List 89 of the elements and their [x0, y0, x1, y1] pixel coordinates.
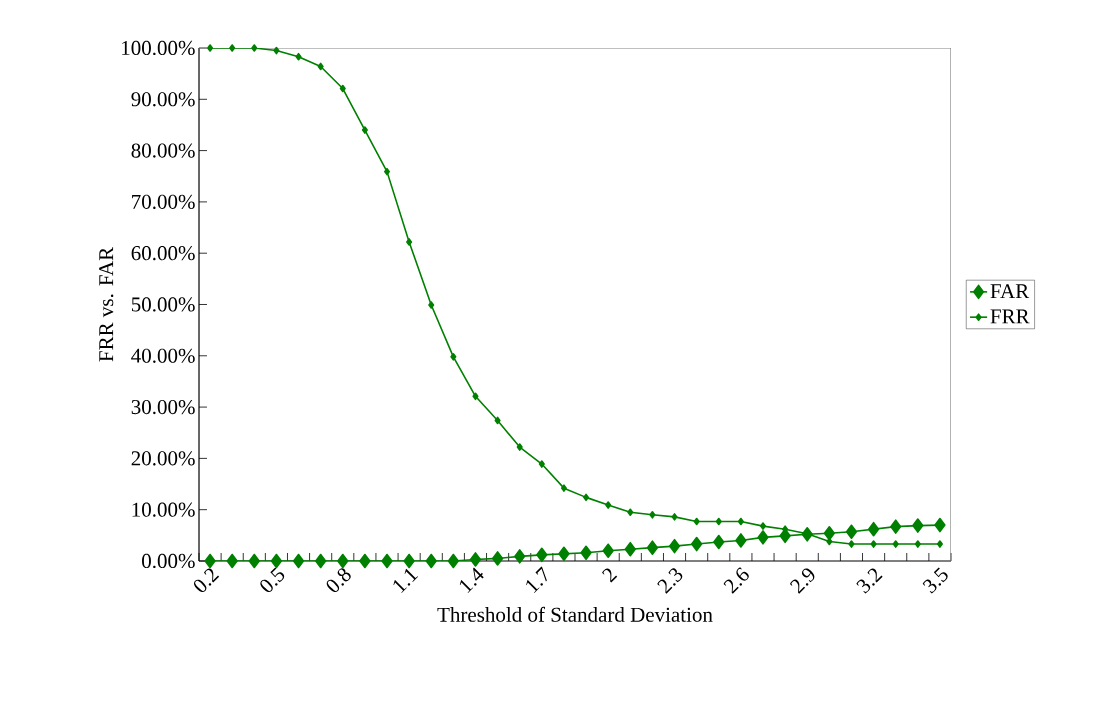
point [248, 553, 260, 569]
point [514, 549, 526, 564]
point [450, 353, 457, 361]
point [339, 84, 346, 93]
x-tick-label: 0.2 [194, 568, 220, 593]
point [605, 501, 612, 509]
point [314, 553, 327, 569]
point [735, 533, 747, 548]
x-tick-label: 2.3 [657, 568, 683, 594]
point [472, 392, 479, 401]
point [295, 52, 302, 61]
point [381, 553, 393, 569]
point [690, 536, 703, 552]
x-tick-label: 0.5 [260, 567, 285, 593]
point [934, 517, 946, 533]
x-axis-title: Threshold of Standard Deviation [437, 606, 713, 622]
point [870, 540, 877, 548]
y-tick-label: 70.00% [132, 194, 195, 210]
point [757, 530, 769, 545]
point [759, 522, 767, 530]
x-tick-label: 1.1 [393, 568, 419, 594]
y-tick-label: 80.00% [131, 143, 195, 158]
point [406, 238, 413, 246]
y-tick-label: 60.00% [131, 246, 195, 261]
point [560, 484, 567, 492]
point [624, 541, 636, 557]
x-tick-label: 1.4 [459, 567, 484, 594]
legend-label: FRR [990, 309, 1030, 324]
point [491, 551, 504, 566]
point [229, 44, 236, 52]
point [845, 524, 858, 540]
point [627, 508, 634, 517]
point [912, 518, 924, 533]
y-tick-label: 90.00% [131, 92, 195, 107]
point [693, 517, 700, 526]
point [361, 126, 368, 134]
point [713, 534, 725, 550]
point [469, 552, 482, 567]
point [317, 62, 324, 71]
point [207, 44, 214, 52]
point [892, 540, 899, 548]
x-tick-label: 2.9 [789, 568, 815, 594]
point [649, 511, 656, 519]
point [602, 543, 614, 559]
point [715, 517, 722, 526]
y-axis-title: FRR vs. FAR [99, 246, 114, 362]
point [226, 553, 238, 569]
x-tick-label: 1.7 [526, 566, 547, 594]
point [403, 553, 415, 569]
point [558, 546, 570, 562]
point [538, 460, 545, 468]
point [583, 493, 590, 502]
y-tick-label: 50.00% [131, 297, 195, 312]
point [251, 44, 258, 52]
point [848, 540, 855, 548]
point [668, 538, 681, 554]
x-tick-label: 3.2 [856, 568, 883, 594]
point [580, 545, 592, 561]
point [273, 46, 280, 55]
y-tick-label: 30.00% [131, 399, 195, 415]
point [516, 443, 523, 451]
point [646, 540, 659, 555]
y-tick-label: 10.00% [132, 502, 195, 517]
point [823, 525, 836, 541]
point [383, 167, 391, 176]
point [671, 513, 678, 521]
point [359, 553, 371, 569]
point [425, 553, 437, 569]
point [337, 553, 349, 569]
point [536, 547, 548, 563]
x-tick-label: 3.5 [922, 567, 948, 594]
point [494, 416, 501, 425]
point [292, 553, 305, 569]
point [890, 519, 902, 534]
y-tick-label: 40.00% [131, 348, 195, 363]
point [936, 540, 943, 548]
y-tick-label: 20.00% [131, 451, 195, 466]
y-tick-label: 0.00% [142, 553, 195, 569]
legend-label: FAR [990, 284, 1030, 299]
point [867, 521, 880, 537]
point [914, 540, 921, 548]
x-tick-label: 2.6 [723, 567, 749, 594]
point [737, 517, 744, 526]
point [204, 553, 216, 569]
point [428, 301, 435, 309]
point [447, 553, 460, 569]
y-tick-label: 100.00% [122, 40, 195, 56]
x-tick-label: 2 [602, 568, 618, 583]
x-tick-label: 0.8 [326, 568, 351, 593]
